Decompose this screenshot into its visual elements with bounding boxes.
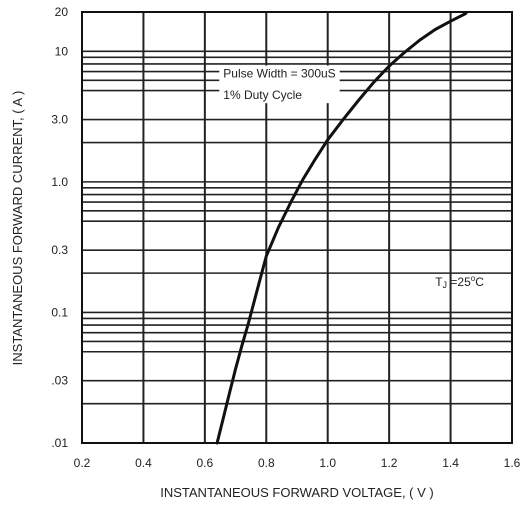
annotation-text: Pulse Width = 300uS — [223, 67, 335, 81]
x-tick-label: 0.2 — [74, 456, 91, 470]
x-tick-label: 0.4 — [135, 456, 152, 470]
y-axis-label: INSTANTANEOUS FORWARD CURRENT, ( A ) — [10, 91, 25, 366]
x-tick-labels: 0.2 0.4 0.6 0.8 1.0 1.2 1.4 1.6 — [74, 456, 521, 470]
x-axis-label: INSTANTANEOUS FORWARD VOLTAGE, ( V ) — [160, 485, 434, 500]
temp-annotation: TJ =25oC — [435, 274, 484, 290]
x-tick-label: 1.0 — [319, 456, 336, 470]
y-tick-label: .03 — [51, 374, 68, 388]
annotation-text: 1% Duty Cycle — [223, 88, 302, 102]
y-tick-label: 10 — [55, 44, 69, 58]
annotations: Pulse Width = 300uS 1% Duty Cycle — [223, 67, 335, 103]
annotation-box — [219, 65, 340, 104]
y-tick-label: 0.1 — [51, 305, 68, 319]
y-tick-label: 20 — [55, 5, 69, 19]
x-tick-label: 1.4 — [442, 456, 459, 470]
grid — [81, 11, 513, 444]
x-tick-label: 1.2 — [381, 456, 398, 470]
x-tick-label: 0.8 — [258, 456, 275, 470]
x-tick-label: 0.6 — [197, 456, 214, 470]
series-line — [215, 11, 468, 445]
x-tick-label: 1.6 — [504, 456, 521, 470]
y-tick-label: 1.0 — [51, 175, 68, 189]
y-tick-labels: 20 10 3.0 1.0 0.3 0.1 .03 .01 — [51, 5, 68, 450]
y-tick-label: 3.0 — [51, 113, 68, 127]
y-tick-label: .01 — [51, 436, 68, 450]
forward-curve — [215, 11, 468, 445]
y-tick-label: 0.3 — [51, 243, 68, 257]
plot-frame — [81, 11, 513, 444]
annotation-background — [219, 65, 340, 104]
